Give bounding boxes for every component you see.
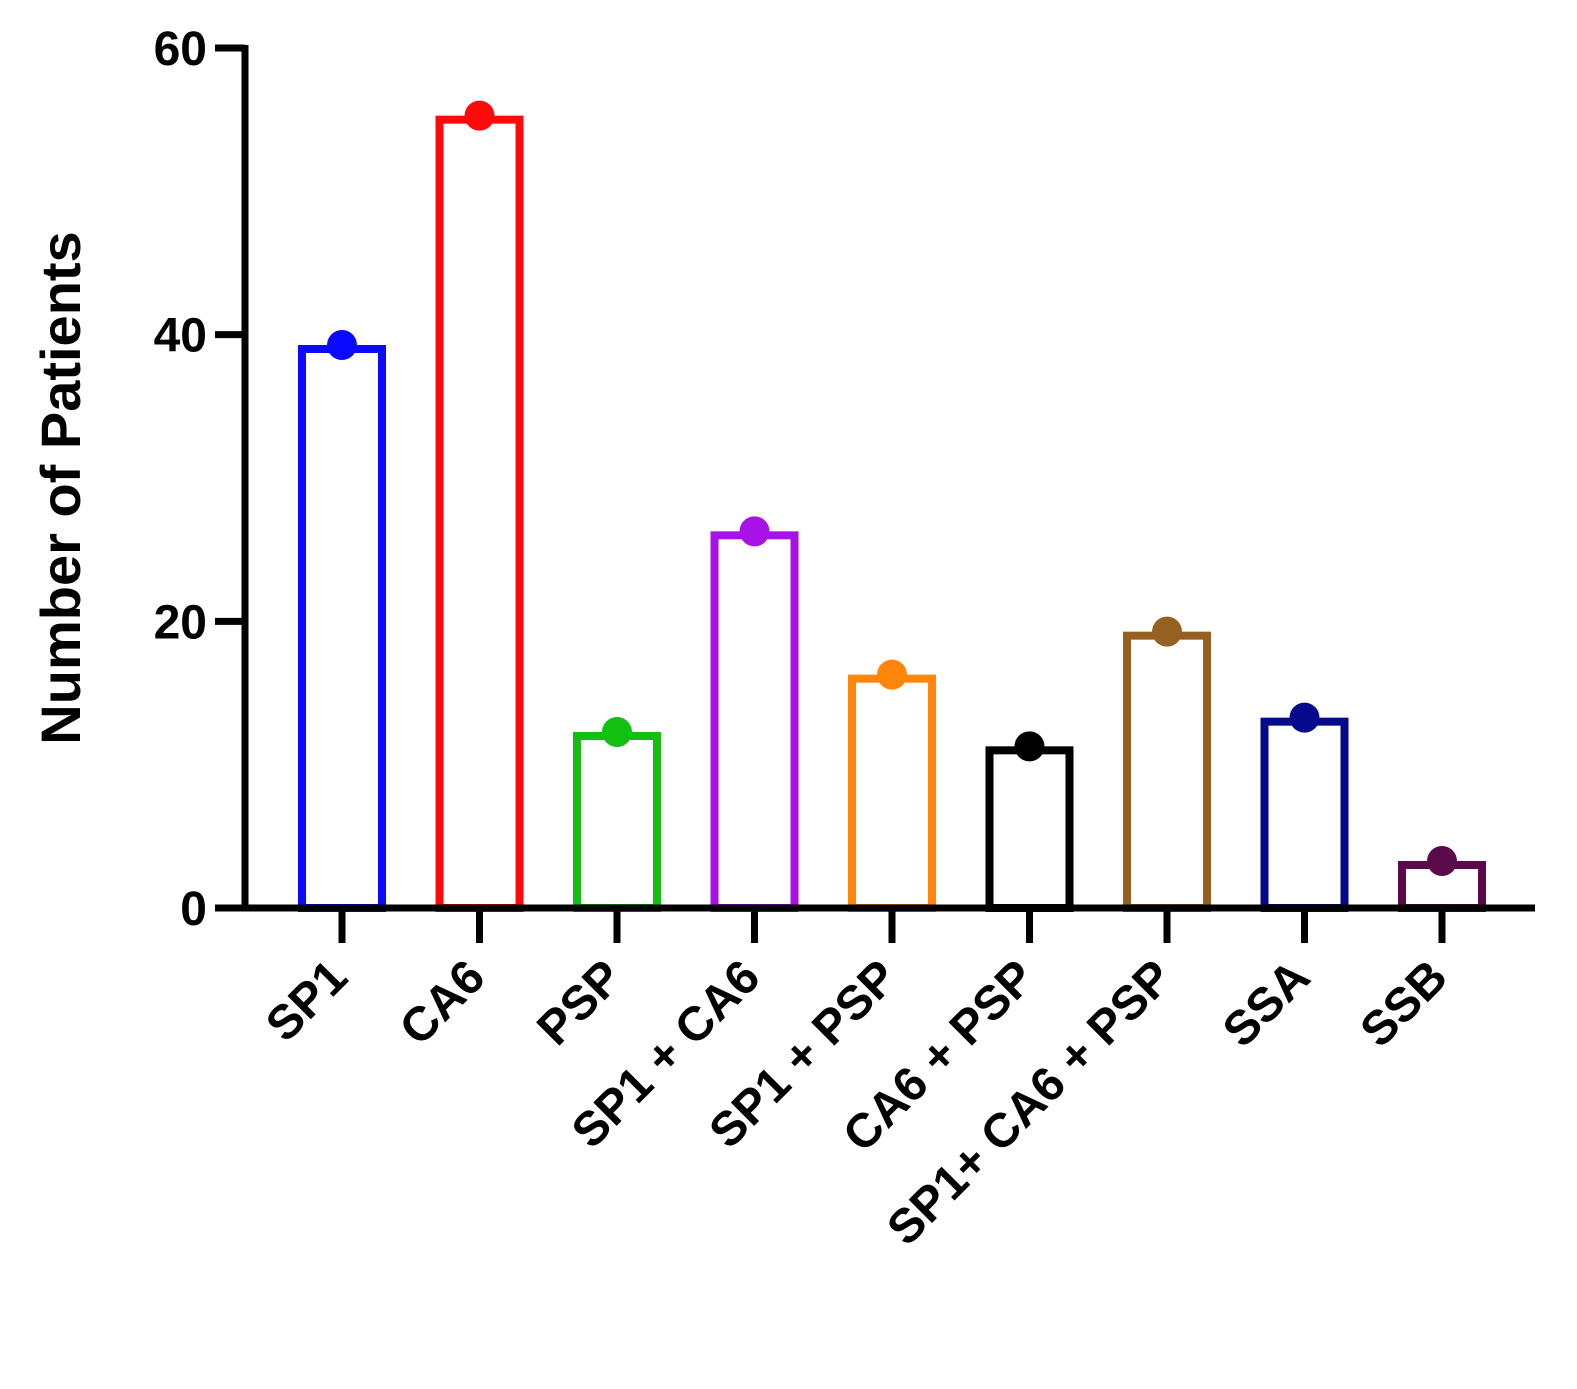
y-tick-label: 60: [154, 23, 207, 76]
x-category-label: SP1: [256, 950, 358, 1052]
bar: [985, 746, 1074, 912]
bar: [1260, 717, 1349, 913]
bar-value-dot: [1152, 616, 1182, 647]
bar: [435, 115, 524, 912]
bar-value-dot: [1289, 702, 1320, 733]
bar: [298, 345, 386, 912]
bar: [848, 674, 936, 913]
bar-value-dot: [327, 330, 357, 360]
bar-value-dot: [739, 516, 770, 547]
axes-layer: [215, 44, 1535, 943]
x-category-label: PSP: [527, 950, 632, 1055]
y-tick-label: 40: [154, 310, 207, 363]
x-category-label: CA6: [390, 950, 495, 1055]
x-category-label: SSB: [1351, 950, 1458, 1057]
y-tick-label: 0: [180, 883, 207, 936]
bar: [1123, 631, 1211, 913]
x-category-label: SSA: [1213, 950, 1320, 1057]
bar-value-dot: [602, 717, 632, 747]
bar: [710, 531, 799, 912]
bar-value-dot: [1427, 846, 1457, 876]
bars-layer: [298, 100, 1486, 913]
y-tick-label: 20: [154, 596, 207, 649]
y-axis-title: Number of Patients: [29, 231, 92, 744]
bar-value-dot: [1014, 731, 1045, 762]
bar-value-dot: [877, 659, 907, 690]
bar-value-dot: [464, 100, 495, 131]
bar: [573, 732, 661, 912]
